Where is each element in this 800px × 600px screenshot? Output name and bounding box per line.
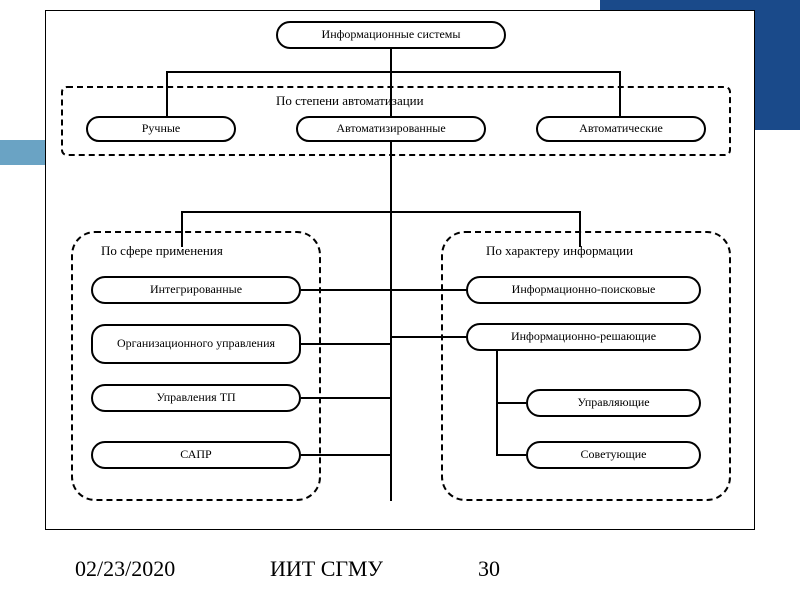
node-advise: Советующие: [526, 441, 701, 469]
line-to-search: [391, 289, 467, 291]
group-automation-label: По степени автоматизации: [276, 93, 424, 109]
node-advise-label: Советующие: [581, 448, 647, 462]
group-sphere-label: По сфере применения: [101, 243, 223, 259]
node-automated-label: Автоматизированные: [336, 122, 445, 136]
node-control-label: Управляющие: [577, 396, 649, 410]
footer-date: 02/23/2020: [75, 556, 175, 582]
line-to-sapr: [301, 454, 391, 456]
group-infochar-label: По характеру информации: [486, 243, 633, 259]
node-root-label: Информационные системы: [322, 28, 461, 42]
line-to-integrated: [301, 289, 391, 291]
line-split-h: [181, 211, 581, 213]
line-to-advise: [496, 454, 526, 456]
node-orgmgmt: Организационного управления: [91, 324, 301, 364]
node-integrated-label: Интегрированные: [150, 283, 242, 297]
line-automated-v: [390, 142, 392, 247]
node-automatic-label: Автоматические: [579, 122, 663, 136]
node-tp-label: Управления ТП: [156, 391, 235, 405]
node-decide: Информационно-решающие: [466, 323, 701, 351]
footer-page: 30: [478, 556, 500, 582]
node-control: Управляющие: [526, 389, 701, 417]
footer: 02/23/2020 ИИТ СГМУ 30: [0, 552, 800, 592]
node-manual-label: Ручные: [142, 122, 181, 136]
line-root-v: [390, 49, 392, 71]
node-decide-label: Информационно-решающие: [511, 330, 656, 344]
node-search: Информационно-поисковые: [466, 276, 701, 304]
node-integrated: Интегрированные: [91, 276, 301, 304]
footer-org: ИИТ СГМУ: [270, 556, 383, 582]
node-sapr-label: САПР: [180, 448, 211, 462]
node-manual: Ручные: [86, 116, 236, 142]
diagram-canvas: Информационные системы По степени автома…: [46, 11, 754, 529]
line-automated-v2: [390, 247, 392, 501]
diagram-container: Информационные системы По степени автома…: [45, 10, 755, 530]
node-tp: Управления ТП: [91, 384, 301, 412]
node-automatic: Автоматические: [536, 116, 706, 142]
line-to-decide: [391, 336, 467, 338]
node-orgmgmt-label: Организационного управления: [117, 337, 275, 351]
slide: Информационные системы По степени автома…: [0, 0, 800, 600]
line-to-orgmgmt: [301, 343, 391, 345]
node-automated: Автоматизированные: [296, 116, 486, 142]
node-root: Информационные системы: [276, 21, 506, 49]
line-to-tp: [301, 397, 391, 399]
node-search-label: Информационно-поисковые: [512, 283, 656, 297]
line-root-h: [166, 71, 621, 73]
line-to-control: [496, 402, 526, 404]
node-sapr: САПР: [91, 441, 301, 469]
